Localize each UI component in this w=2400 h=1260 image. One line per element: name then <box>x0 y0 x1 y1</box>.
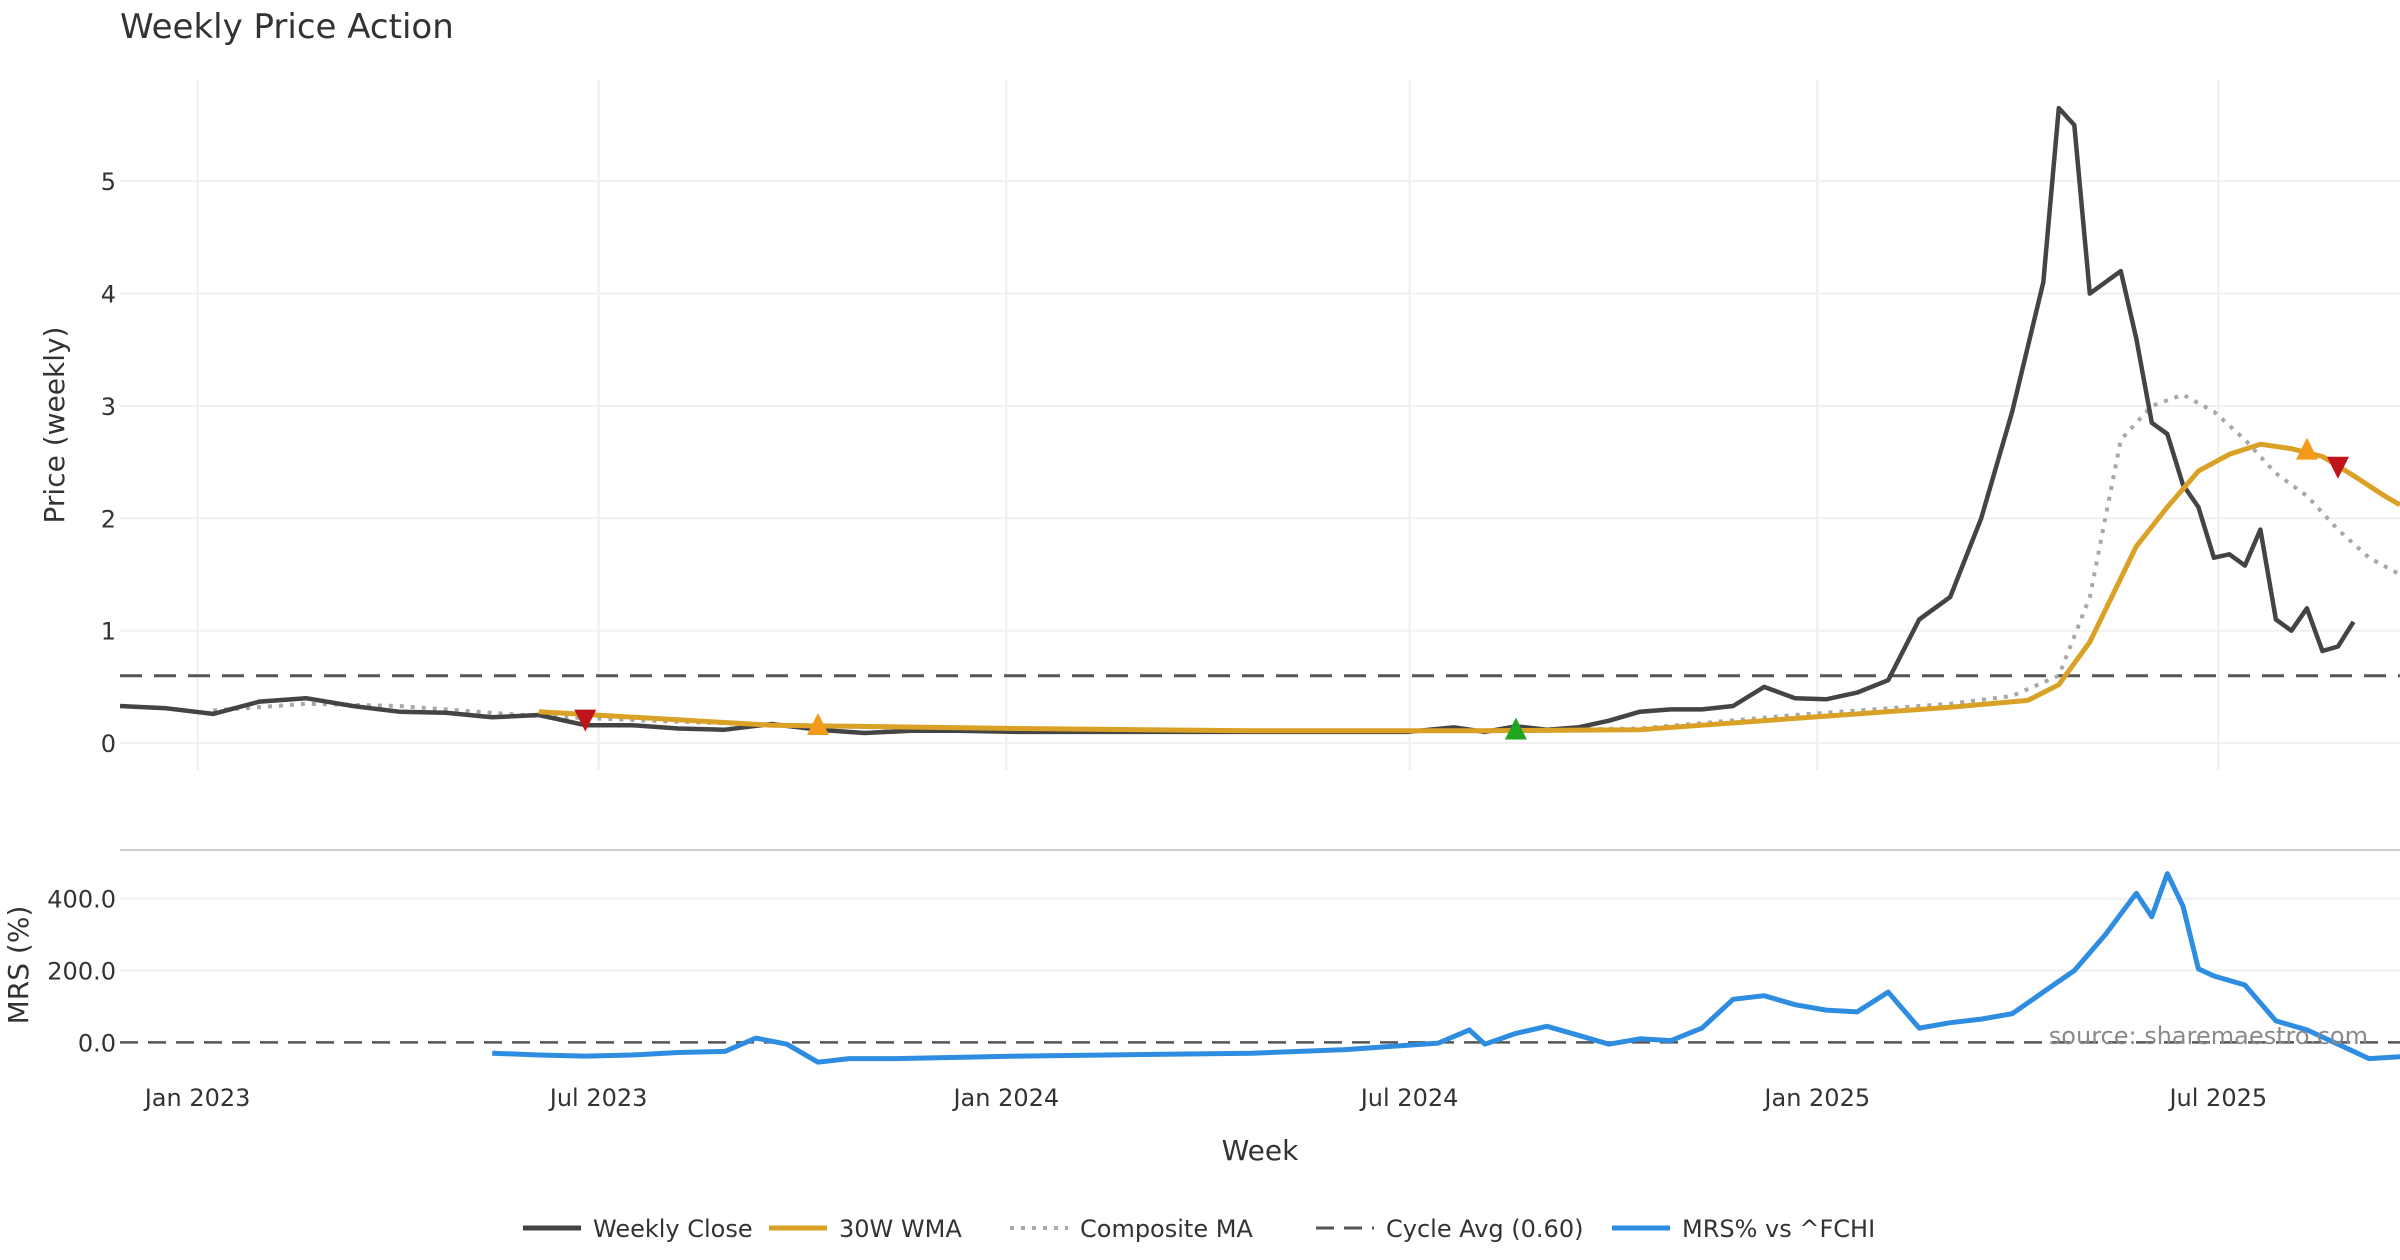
legend: Weekly Close 30W WMA Composite MA Cycle Avg… <box>523 1215 1875 1243</box>
x-tick-label: Jul 2025 <box>2167 1084 2267 1112</box>
weekly-close-line <box>119 105 2356 736</box>
legend-label-1: 30W WMA <box>839 1215 962 1243</box>
signal-marker-down-4 <box>2326 456 2349 479</box>
composite-ma-line <box>212 392 2400 733</box>
mrs-y-ticks: 0.0 200.0 400.0 <box>47 886 116 1058</box>
mrs-grid <box>120 897 2400 972</box>
signal-marker-down-0 <box>574 709 597 732</box>
x-axis-label: Week <box>1222 1134 1299 1167</box>
x-tick-label: Jan 2023 <box>143 1084 251 1112</box>
legend-label-2: Composite MA <box>1080 1215 1253 1243</box>
source-note: source: sharemaestro.com <box>2049 1022 2368 1050</box>
price-y-tick-label: 3 <box>101 393 116 421</box>
mrs-line <box>492 871 2400 1065</box>
x-tick-label: Jul 2023 <box>548 1084 648 1112</box>
x-ticks: Jan 2023 Jul 2023 Jan 2024 Jul 2024 Jan 2025… <box>143 1084 2267 1112</box>
x-tick-label: Jan 2024 <box>951 1084 1059 1112</box>
signal-markers <box>574 437 2349 740</box>
mrs-y-tick-label: 0.0 <box>78 1029 116 1057</box>
wma-30w-line <box>538 441 2400 734</box>
price-y-axis-label: Price (weekly) <box>38 327 71 524</box>
mrs-y-axis-label: MRS (%) <box>2 906 35 1025</box>
x-tick-label: Jan 2025 <box>1762 1084 1870 1112</box>
signal-marker-up-2 <box>1504 717 1527 740</box>
price-y-ticks: 0 1 2 3 4 5 <box>101 168 116 758</box>
legend-label-3: Cycle Avg (0.60) <box>1386 1215 1583 1243</box>
legend-label-4: MRS% vs ^FCHI <box>1682 1215 1875 1243</box>
chart-title: Weekly Price Action <box>120 7 454 47</box>
price-grid <box>120 80 2400 770</box>
price-y-tick-label: 2 <box>101 505 116 533</box>
x-tick-label: Jul 2024 <box>1359 1084 1459 1112</box>
signal-marker-up-3 <box>2295 437 2318 460</box>
mrs-y-tick-label: 200.0 <box>47 958 116 986</box>
legend-label-0: Weekly Close <box>593 1215 753 1243</box>
price-y-tick-label: 0 <box>101 730 116 758</box>
signal-marker-up-1 <box>806 713 829 736</box>
price-y-tick-label: 1 <box>101 618 116 646</box>
price-y-tick-label: 4 <box>101 281 116 309</box>
price-y-tick-label: 5 <box>101 168 116 196</box>
mrs-y-tick-label: 400.0 <box>47 886 116 914</box>
